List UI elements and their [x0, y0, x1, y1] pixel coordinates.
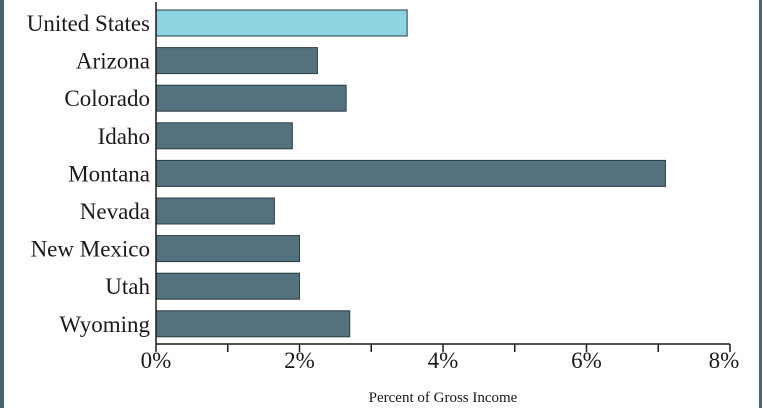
bar-united-states: [155, 9, 408, 37]
category-label: United States: [27, 11, 150, 36]
bars-group: [155, 9, 666, 338]
category-label: Idaho: [98, 124, 150, 149]
left-frame-border: [0, 0, 4, 408]
category-label: New Mexico: [31, 237, 150, 262]
x-ticks-group: [155, 344, 731, 352]
bar-colorado: [155, 84, 347, 112]
category-labels-group: United States Arizona Colorado Idaho Montana…: [27, 11, 151, 337]
x-tick-label: 4%: [428, 348, 459, 373]
bar-wyoming: [155, 310, 351, 338]
x-tick-label: 8%: [709, 348, 740, 373]
x-axis-title: Percent of Gross Income: [369, 390, 518, 406]
bar-arizona: [155, 47, 318, 75]
bar-nevada: [155, 197, 275, 225]
category-label: Nevada: [80, 199, 150, 224]
x-tick-label: 6%: [571, 348, 602, 373]
category-label: Colorado: [64, 86, 150, 111]
right-frame-border: [759, 0, 762, 408]
bar-montana: [155, 159, 666, 187]
x-tick-label: 0%: [141, 348, 172, 373]
category-label: Arizona: [76, 49, 150, 74]
category-label: Wyoming: [59, 312, 150, 337]
category-label: Utah: [105, 274, 150, 299]
bar-utah: [155, 272, 300, 300]
x-tick-labels-group: 0% 2% 4% 6% 8%: [141, 348, 740, 373]
bar-idaho: [155, 122, 293, 150]
bar-new-mexico: [155, 235, 300, 263]
category-label: Montana: [68, 161, 150, 186]
x-tick-label: 2%: [284, 348, 315, 373]
